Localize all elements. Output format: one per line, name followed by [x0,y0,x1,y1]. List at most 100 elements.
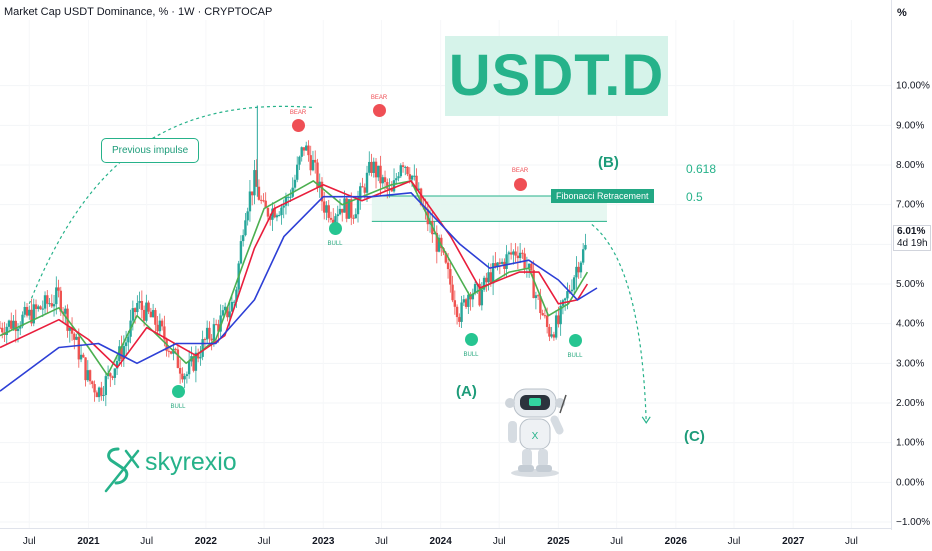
candle-body [298,156,301,165]
x-tick-label: 2026 [665,536,688,547]
candle-body [536,295,540,297]
candle-body [156,324,159,332]
bear-signal-icon [373,104,386,117]
candle-body [28,309,31,316]
candle-body [43,295,47,309]
fib-618-label: 0.618 [686,162,717,176]
candle-body [100,387,103,396]
bear-signal-icon [292,119,305,132]
candle-body [185,374,189,377]
candle-body [413,175,416,177]
candle-body [505,254,508,269]
y-tick-label: 9.00% [896,120,924,131]
candle-body [345,198,348,219]
x-tick-label: 2023 [312,536,335,547]
time-axis[interactable] [0,528,891,551]
candle-body [160,320,164,327]
candle-body [147,302,150,312]
candle-body [473,284,477,294]
candle-body [343,198,346,213]
x-tick-label: Jul [493,536,506,547]
candle-body [1,327,4,333]
moving-averages [0,180,598,392]
candle-body [273,208,276,218]
candle-body [244,220,247,236]
candle-body [302,147,306,151]
last-price: 6.01% [897,226,926,237]
ma-mid-line [0,180,589,369]
candle-body [404,166,407,168]
candle-body [255,170,258,187]
candle-body [284,196,288,206]
projection-arrow [591,224,651,424]
candle-body [212,324,216,341]
candle-body [487,272,490,283]
x-tick-label: Jul [140,536,153,547]
candle-body [57,287,60,291]
candle-body [514,251,517,256]
fib-retracement-label: Fibonacci Retracement [551,189,654,203]
candle-body [570,289,574,292]
candle-body [219,315,222,332]
projection-arrowhead [641,416,651,424]
y-tick-label: 8.00% [896,160,924,171]
candle-body [563,298,567,301]
candle-body [419,188,423,206]
price-axis[interactable] [891,0,932,530]
candle-body [509,252,513,255]
candle-body [34,304,38,309]
candle-body [73,333,76,340]
candle-body [584,245,587,250]
candle-body [205,327,209,340]
candle-body [532,269,535,299]
candle-body [527,263,531,268]
candle-body [46,295,49,304]
last-price-tag: 6.01% 4d 19h [893,225,931,251]
candle-body [142,309,146,321]
candle-body [52,304,56,307]
bull-signal-label: BULL [567,353,583,359]
candle-body [30,309,33,324]
candle-body [372,161,375,173]
candle-body [64,308,67,314]
chart-title: Market Cap USDT Dominance, % · 1W · CRYP… [4,6,273,18]
candle-body [469,294,472,300]
candle-body [575,266,578,278]
candle-body [478,283,481,306]
candle-body [199,356,202,359]
bear-signal-label: BEAR [511,168,529,174]
candle-body [334,216,337,224]
candle-body [507,252,511,255]
bear-signal-label: BEAR [289,110,307,116]
candle-body [377,165,380,178]
candle-body [124,342,128,347]
ma-slow-line [0,192,598,392]
candle-body [232,301,236,303]
candle-body [370,161,373,173]
candle-body [91,381,94,385]
x-tick-label: Jul [23,536,36,547]
candle-body [70,327,74,334]
candle-body [246,211,249,221]
candle-body [122,346,126,359]
candle-body [327,205,330,218]
candle-body [572,277,576,290]
candle-body [120,346,123,359]
candle-body [19,326,22,329]
candle-body [86,370,90,381]
candle-body [113,368,117,378]
unit-label[interactable]: % [897,7,907,19]
bull-signal-label: BULL [463,352,479,358]
candle-body [566,291,569,299]
candle-body [230,301,234,312]
bull-signal-icon [172,385,185,398]
candle-body [32,304,35,324]
candle-body [541,313,544,316]
candle-body [77,336,81,360]
y-tick-label: 2.00% [896,398,924,409]
candle-body [311,159,315,171]
candle-body [354,214,357,219]
x-tick-label: Jul [728,536,741,547]
